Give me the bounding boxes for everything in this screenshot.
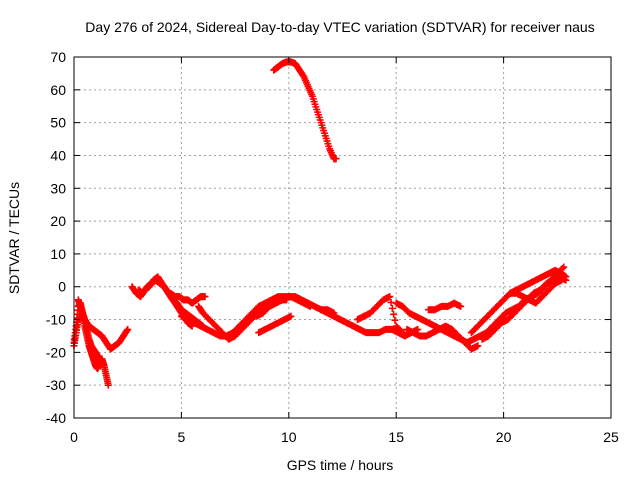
data-point	[391, 316, 399, 324]
y-tick-label: 40	[50, 147, 66, 163]
x-tick-label: 10	[281, 429, 297, 445]
data-point	[558, 276, 566, 284]
chart-title: Day 276 of 2024, Sidereal Day-to-day VTE…	[85, 19, 594, 35]
data-point	[474, 342, 482, 350]
x-tick-label: 5	[178, 429, 186, 445]
x-tick-label: 20	[496, 429, 512, 445]
y-tick-label: 50	[50, 115, 66, 131]
data-point	[104, 381, 112, 389]
data-point	[287, 312, 295, 320]
y-tick-labels: -40 -30 -20 -10 0 10 20 30 40 50 60 70	[46, 49, 66, 426]
data-point	[558, 264, 566, 272]
y-tick-label: -10	[46, 312, 66, 328]
data-point	[397, 327, 405, 335]
x-tick-label: 0	[70, 429, 78, 445]
x-tick-label: 25	[603, 429, 619, 445]
y-tick-label: 70	[50, 49, 66, 65]
data-point	[96, 358, 104, 366]
x-tick-label: 15	[388, 429, 404, 445]
data-point	[399, 329, 407, 337]
data-point	[457, 302, 465, 310]
data-point	[123, 327, 131, 335]
data-point	[390, 310, 398, 318]
x-tick-labels: 0 5 10 15 20 25	[70, 429, 619, 445]
data-point	[386, 293, 394, 301]
data-points	[70, 58, 570, 389]
data-point	[201, 293, 209, 301]
data-point	[560, 263, 568, 271]
y-tick-label: 0	[58, 279, 66, 295]
y-tick-label: 10	[50, 246, 66, 262]
plot-frame	[73, 56, 612, 419]
axis-ticks	[73, 56, 612, 419]
x-axis-label: GPS time / hours	[287, 457, 394, 473]
grid-lines	[74, 57, 611, 418]
data-point	[124, 325, 132, 333]
y-tick-label: 60	[50, 82, 66, 98]
data-point	[388, 304, 396, 312]
y-tick-label: -40	[46, 410, 66, 426]
y-tick-label: 30	[50, 180, 66, 196]
y-axis-label: SDTVAR / TECUs	[6, 182, 22, 294]
y-tick-label: -30	[46, 377, 66, 393]
data-point	[332, 155, 340, 163]
y-tick-label: -20	[46, 344, 66, 360]
y-tick-label: 20	[50, 213, 66, 229]
